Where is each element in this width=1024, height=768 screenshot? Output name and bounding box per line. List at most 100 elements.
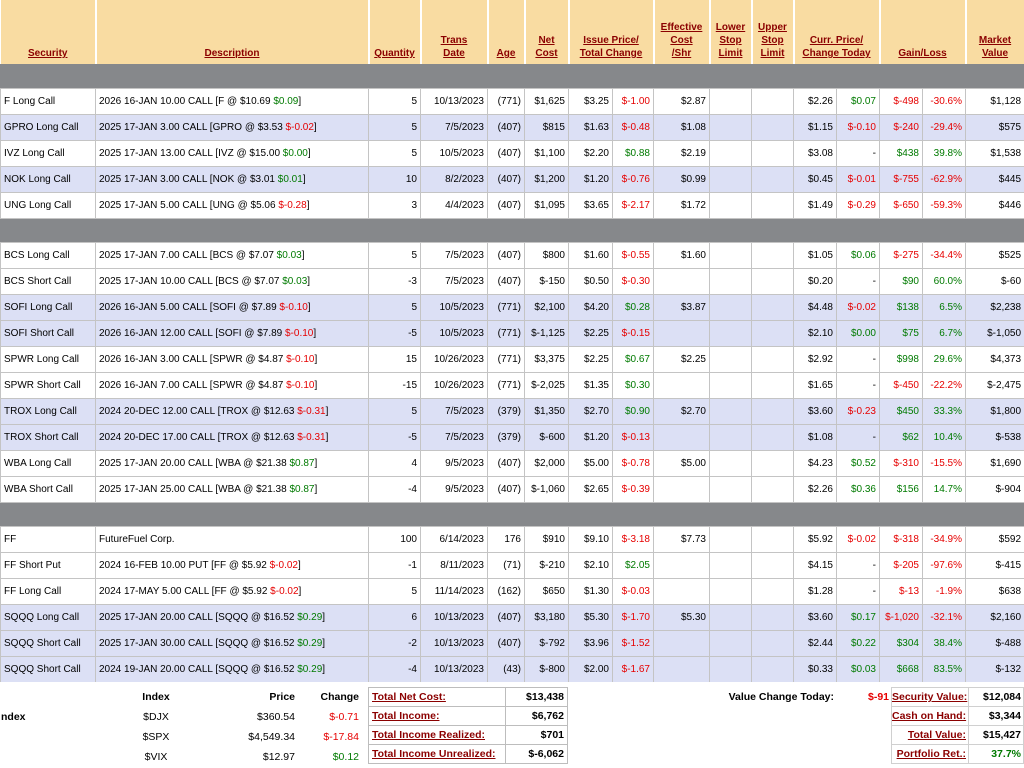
cell-change-today[interactable]: $0.52 xyxy=(836,449,880,477)
cell-security[interactable]: SQQQ Short Call xyxy=(0,629,96,657)
cell-effective-cost[interactable] xyxy=(653,629,710,657)
cell-total-change[interactable]: $-0.15 xyxy=(612,319,654,347)
cell-lower-stop-limit[interactable] xyxy=(709,397,752,425)
cell-change-today[interactable]: $-0.02 xyxy=(836,293,880,321)
cell-age[interactable]: (379) xyxy=(487,423,525,451)
cell-trans-date[interactable]: 10/13/2023 xyxy=(420,87,488,115)
cell-market-value[interactable]: $525 xyxy=(965,241,1024,269)
cell-description[interactable]: 2026 16-JAN 12.00 CALL [SOFI @ $7.89 $-0… xyxy=(95,319,369,347)
cell-net-cost[interactable]: $2,100 xyxy=(524,293,569,321)
cell-effective-cost[interactable]: $7.73 xyxy=(653,525,710,553)
cell-curr-price[interactable]: $4.15 xyxy=(793,551,837,579)
cell-gain-loss-pct[interactable]: -34.4% xyxy=(921,241,967,269)
cell-age[interactable]: (407) xyxy=(487,629,525,657)
cell-description[interactable]: 2024 20-DEC 17.00 CALL [TROX @ $12.63 $-… xyxy=(95,423,369,451)
cell-issue-price[interactable]: $5.30 xyxy=(568,603,613,631)
cell-net-cost[interactable]: $815 xyxy=(524,113,569,141)
cell-gain-loss-amount[interactable]: $156 xyxy=(879,475,923,503)
cell-net-cost[interactable]: $1,100 xyxy=(524,139,569,167)
cell-upper-stop-limit[interactable] xyxy=(751,165,794,193)
cell-effective-cost[interactable]: $2.87 xyxy=(653,87,710,115)
cell-change-today[interactable]: - xyxy=(836,423,880,451)
cell-total-change[interactable]: $2.05 xyxy=(612,551,654,579)
cell-total-change[interactable]: $-0.03 xyxy=(612,577,654,605)
cell-issue-price[interactable]: $9.10 xyxy=(568,525,613,553)
cell-quantity[interactable]: -5 xyxy=(368,319,421,347)
cell-total-change[interactable]: $-0.78 xyxy=(612,449,654,477)
cell-upper-stop-limit[interactable] xyxy=(751,319,794,347)
cell-market-value[interactable]: $-488 xyxy=(965,629,1024,657)
cell-effective-cost[interactable]: $2.70 xyxy=(653,397,710,425)
col-header-security[interactable]: Security xyxy=(0,0,97,64)
cell-gain-loss-amount[interactable]: $304 xyxy=(879,629,923,657)
cell-upper-stop-limit[interactable] xyxy=(751,139,794,167)
cell-effective-cost[interactable] xyxy=(653,577,710,605)
cell-quantity[interactable]: 5 xyxy=(368,113,421,141)
cell-gain-loss-amount[interactable]: $-755 xyxy=(879,165,923,193)
cell-lower-stop-limit[interactable] xyxy=(709,525,752,553)
cell-net-cost[interactable]: $3,375 xyxy=(524,345,569,373)
cell-age[interactable]: (407) xyxy=(487,191,525,219)
cell-age[interactable]: (379) xyxy=(487,397,525,425)
cell-quantity[interactable]: -2 xyxy=(368,629,421,657)
cell-change-today[interactable]: $0.07 xyxy=(836,87,880,115)
cell-issue-price[interactable]: $2.10 xyxy=(568,551,613,579)
cell-age[interactable]: (407) xyxy=(487,267,525,295)
cell-trans-date[interactable]: 8/2/2023 xyxy=(420,165,488,193)
cell-issue-price[interactable]: $2.00 xyxy=(568,655,613,683)
cell-gain-loss-amount[interactable]: $450 xyxy=(879,397,923,425)
cell-change-today[interactable]: - xyxy=(836,577,880,605)
cell-security[interactable]: UNG Long Call xyxy=(0,191,96,219)
cell-security[interactable]: SQQQ Long Call xyxy=(0,603,96,631)
total-label[interactable]: Total Income: xyxy=(368,706,505,726)
cell-gain-loss-pct[interactable]: -34.9% xyxy=(921,525,967,553)
summary-label[interactable]: Security Value: xyxy=(891,687,968,707)
cell-lower-stop-limit[interactable] xyxy=(709,165,752,193)
cell-description[interactable]: 2025 17-JAN 25.00 CALL [WBA @ $21.38 $0.… xyxy=(95,475,369,503)
cell-gain-loss-amount[interactable]: $-275 xyxy=(879,241,923,269)
cell-trans-date[interactable]: 11/14/2023 xyxy=(420,577,488,605)
cell-gain-loss-pct[interactable]: -62.9% xyxy=(921,165,967,193)
cell-total-change[interactable]: $-1.70 xyxy=(612,603,654,631)
cell-description[interactable]: 2026 16-JAN 5.00 CALL [SOFI @ $7.89 $-0.… xyxy=(95,293,369,321)
col-header-market-value[interactable]: Market Value xyxy=(965,0,1024,64)
cell-gain-loss-amount[interactable]: $-1,020 xyxy=(879,603,923,631)
cell-change-today[interactable]: $-0.10 xyxy=(836,113,880,141)
cell-security[interactable]: BCS Short Call xyxy=(0,267,96,295)
cell-net-cost[interactable]: $800 xyxy=(524,241,569,269)
cell-market-value[interactable]: $2,238 xyxy=(965,293,1024,321)
cell-change-today[interactable]: $-0.02 xyxy=(836,525,880,553)
cell-lower-stop-limit[interactable] xyxy=(709,577,752,605)
cell-curr-price[interactable]: $3.08 xyxy=(793,139,837,167)
cell-total-change[interactable]: $-1.00 xyxy=(612,87,654,115)
cell-curr-price[interactable]: $0.45 xyxy=(793,165,837,193)
cell-change-today[interactable]: $0.17 xyxy=(836,603,880,631)
cell-gain-loss-amount[interactable]: $-650 xyxy=(879,191,923,219)
cell-lower-stop-limit[interactable] xyxy=(709,87,752,115)
index-symbol[interactable]: $DJX xyxy=(143,711,169,723)
cell-security[interactable]: SOFI Long Call xyxy=(0,293,96,321)
cell-curr-price[interactable]: $2.44 xyxy=(793,629,837,657)
cell-market-value[interactable]: $1,538 xyxy=(965,139,1024,167)
cell-trans-date[interactable]: 7/5/2023 xyxy=(420,423,488,451)
cell-issue-price[interactable]: $1.30 xyxy=(568,577,613,605)
cell-quantity[interactable]: -1 xyxy=(368,551,421,579)
cell-market-value[interactable]: $1,690 xyxy=(965,449,1024,477)
cell-change-today[interactable]: $0.06 xyxy=(836,241,880,269)
cell-gain-loss-amount[interactable]: $998 xyxy=(879,345,923,373)
cell-upper-stop-limit[interactable] xyxy=(751,551,794,579)
cell-curr-price[interactable]: $0.20 xyxy=(793,267,837,295)
cell-trans-date[interactable]: 10/5/2023 xyxy=(420,293,488,321)
cell-gain-loss-amount[interactable]: $438 xyxy=(879,139,923,167)
cell-effective-cost[interactable] xyxy=(653,371,710,399)
cell-upper-stop-limit[interactable] xyxy=(751,397,794,425)
cell-effective-cost[interactable] xyxy=(653,267,710,295)
cell-change-today[interactable]: $-0.01 xyxy=(836,165,880,193)
cell-trans-date[interactable]: 7/5/2023 xyxy=(420,241,488,269)
cell-trans-date[interactable]: 9/5/2023 xyxy=(420,449,488,477)
summary-label[interactable]: Total Value: xyxy=(891,725,968,745)
index-row-label[interactable]: ndex xyxy=(1,711,26,723)
cell-market-value[interactable]: $2,160 xyxy=(965,603,1024,631)
cell-description[interactable]: 2024 16-FEB 10.00 PUT [FF @ $5.92 $-0.02… xyxy=(95,551,369,579)
col-header-issue-price-total-change[interactable]: Issue Price/Total Change xyxy=(568,0,655,64)
